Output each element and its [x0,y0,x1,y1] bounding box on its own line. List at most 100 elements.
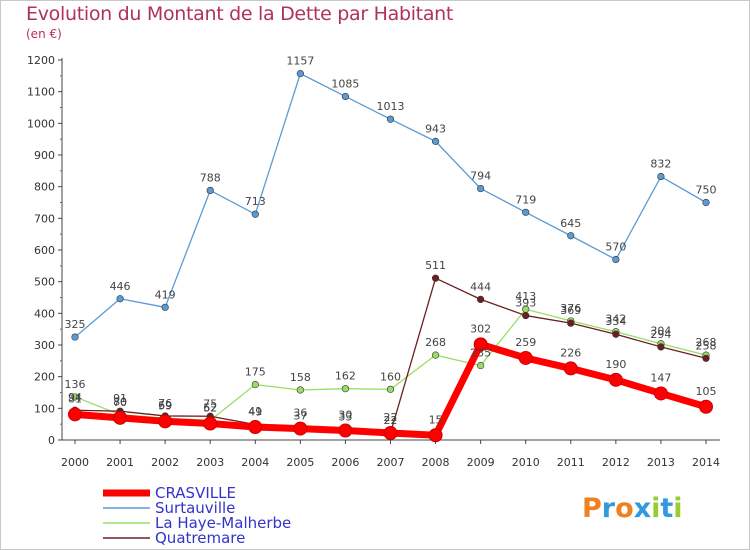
data-point [612,255,620,264]
data-label: 268 [425,336,446,349]
data-point [161,303,169,311]
logo-letter: i [673,493,682,524]
data-label: 794 [470,170,491,183]
data-label: 62 [203,401,217,414]
data-label: 832 [650,158,671,171]
logo-letter: o [615,493,634,524]
data-label: 334 [605,315,626,328]
data-label: 22 [384,414,398,427]
data-label: 511 [425,259,446,272]
data-label: 15 [429,413,443,426]
data-label: 259 [515,336,536,349]
data-label: 258 [696,339,717,352]
data-point [293,421,308,436]
data-point [567,319,575,327]
data-point [386,115,395,123]
data-label: 94 [68,391,82,404]
x-tick-label: 2002 [151,456,179,469]
data-point [386,385,395,393]
data-point [477,184,485,193]
data-label: 444 [470,280,491,293]
data-point [296,386,304,394]
data-point [116,295,124,303]
data-point [341,385,350,393]
x-tick-label: 2000 [61,456,89,469]
data-point [383,426,398,441]
data-label: 30 [338,409,352,422]
data-label: 304 [650,325,671,338]
logo-letter: P [582,493,602,524]
data-label: 37 [293,409,307,422]
data-point [338,423,353,438]
data-point [341,92,350,101]
data-label: 33 [338,411,352,424]
data-label: 75 [203,397,217,410]
y-tick-label: 400 [34,307,55,320]
data-label: 413 [515,290,536,303]
data-label: 76 [158,397,172,410]
data-point [431,137,440,145]
data-label: 136 [65,378,86,391]
data-label: 41 [248,405,262,418]
data-point [203,416,218,431]
data-label: 175 [245,366,266,379]
data-point [248,420,263,435]
legend-label: CRASVILLE [155,484,236,502]
data-label: 376 [560,302,581,315]
data-point [657,172,665,181]
y-tick-label: 500 [34,276,55,289]
x-tick-label: 2006 [331,456,359,469]
data-label: 226 [560,346,581,359]
data-point [158,414,173,429]
data-point [563,361,578,376]
data-label: 393 [515,297,536,310]
x-tick-label: 2005 [286,456,314,469]
data-label: 105 [696,385,717,398]
data-point [702,198,710,207]
data-label: 750 [696,184,717,197]
data-labels: 325 446 419 788 713 1157 1085 1013 943 794 719 645 5… [65,55,717,427]
data-label: 1157 [286,55,314,68]
data-point [71,393,79,401]
y-tick-label: 300 [34,339,55,352]
data-label: 22 [384,411,398,424]
x-tick-label: 2013 [647,456,675,469]
data-label: 147 [650,371,671,384]
logo-letter: t [660,493,673,524]
y-tick-label: 600 [34,244,55,257]
data-point [612,330,620,338]
y-tick-label: 200 [34,371,55,384]
data-label: 70 [113,396,127,409]
data-point [71,333,79,341]
y-tick-label: 700 [34,212,55,225]
y-tick-label: 1200 [27,54,55,67]
x-tick-label: 2001 [106,456,134,469]
data-point [431,274,440,282]
data-label: 59 [158,399,172,412]
data-point [657,343,665,351]
proxiti-logo: Proxiti [582,493,683,524]
data-label: 788 [200,171,221,184]
data-point [113,410,128,425]
data-label: 1013 [377,100,405,113]
data-point [477,295,485,304]
x-tick-label: 2010 [512,456,540,469]
logo-letter: x [634,493,651,524]
data-point [522,311,530,320]
y-tick-label: 100 [34,402,55,415]
data-label: 268 [696,336,717,349]
y-tick-label: 0 [48,434,55,447]
x-tick-label: 2014 [692,456,720,469]
y-tick-label: 1000 [27,117,55,130]
data-label: 160 [380,370,401,383]
data-label: 302 [470,322,491,335]
y-tick-label: 800 [34,181,55,194]
data-point [702,354,710,362]
axes: 0 100 200 300 400 500 600 700 800 900 1000 1100 1200… [27,54,720,469]
data-label: 419 [155,288,176,301]
data-label: 49 [248,405,262,418]
data-label: 446 [110,280,131,293]
